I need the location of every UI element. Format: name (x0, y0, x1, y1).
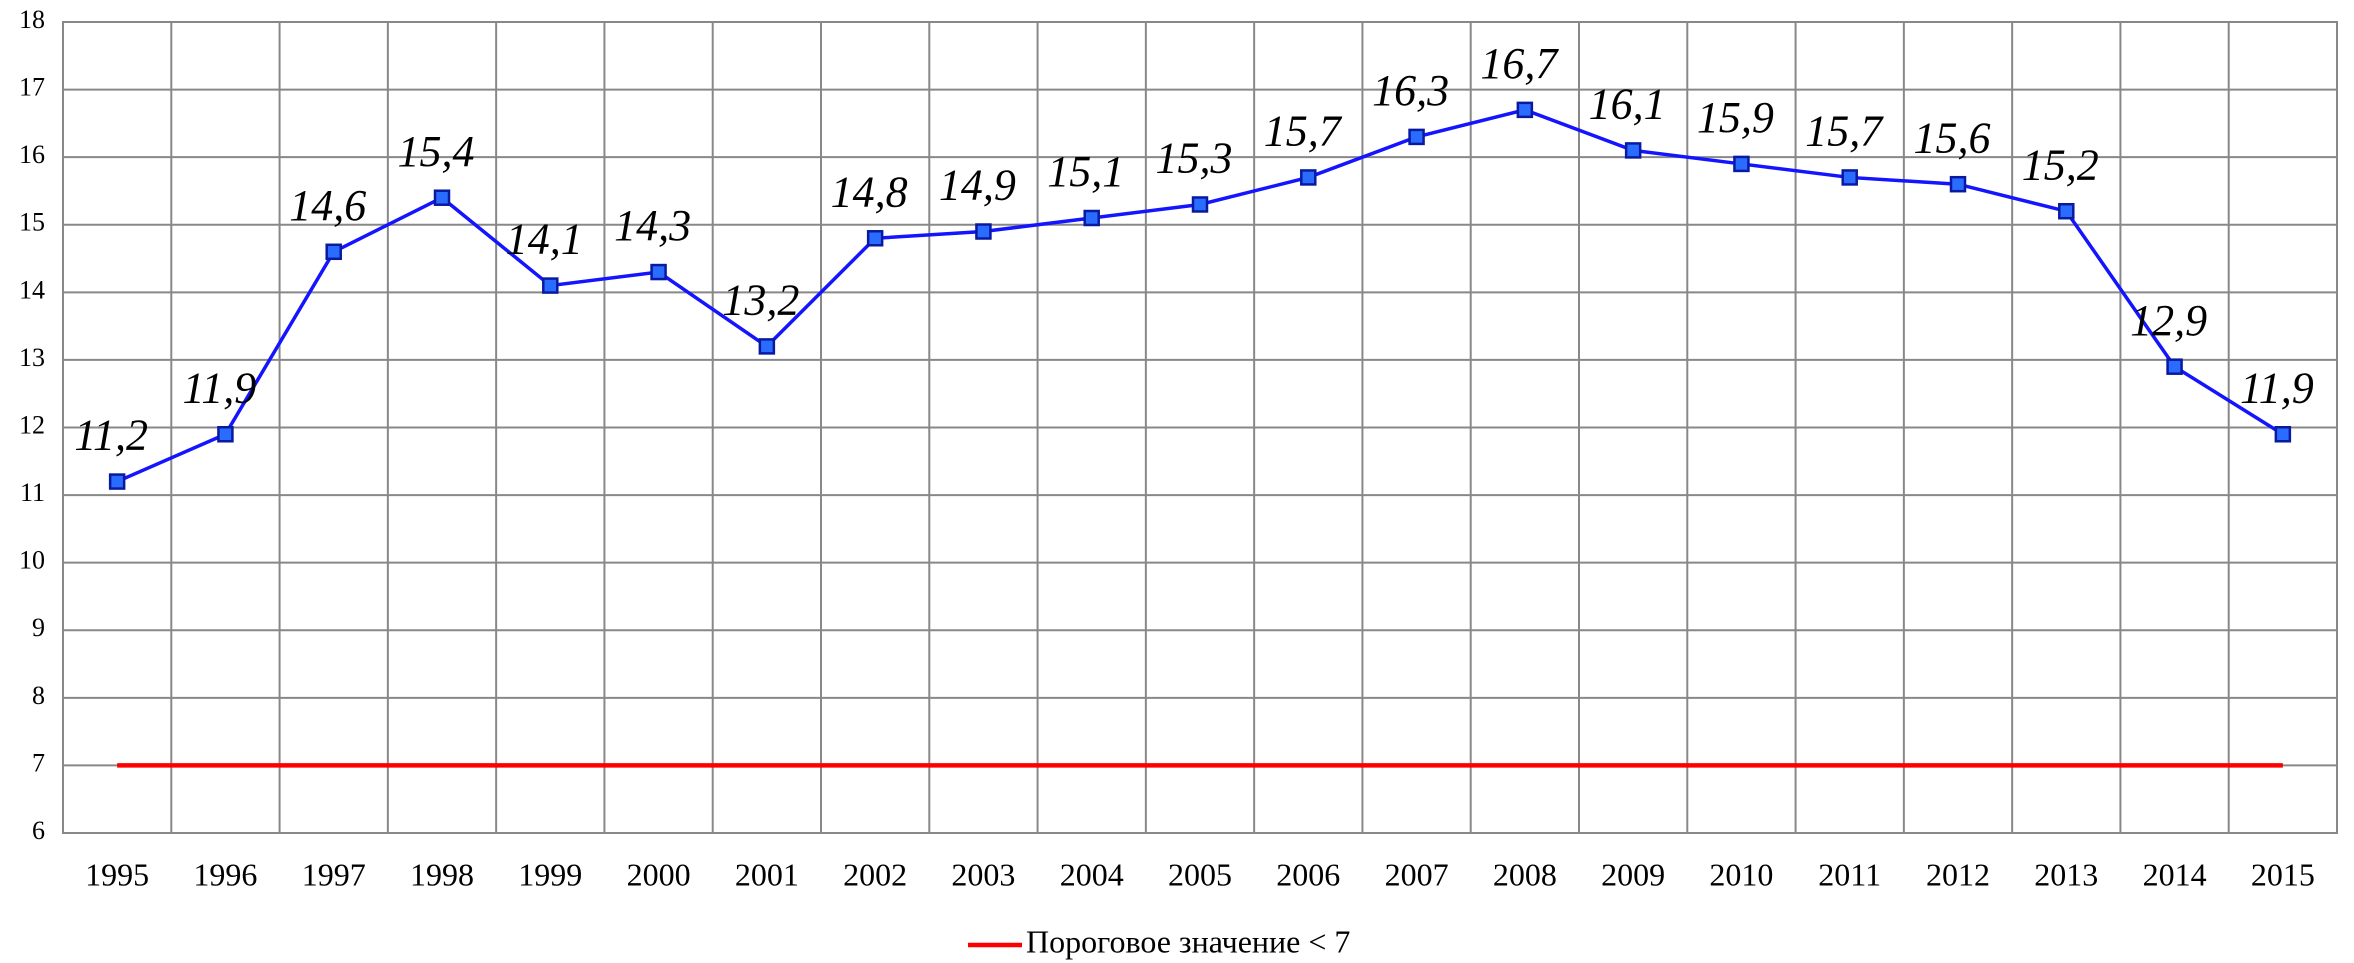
data-label: 14,8 (831, 167, 908, 216)
x-tick-label: 2013 (2034, 856, 2098, 892)
x-tick-label: 2005 (1168, 856, 1232, 892)
marker (2058, 202, 2075, 220)
x-tick-label: 1997 (302, 856, 366, 892)
marker (1949, 175, 1967, 193)
marker (866, 230, 884, 247)
data-label: 12,9 (2130, 296, 2207, 345)
y-tick-label: 14 (19, 275, 45, 304)
marker (2166, 358, 2183, 375)
x-tick-label: 2004 (1060, 856, 1124, 892)
data-label: 13,2 (722, 275, 799, 324)
data-label: 16,1 (1589, 80, 1666, 129)
marker (217, 426, 234, 443)
x-tick-label: 2002 (843, 856, 907, 892)
marker (975, 223, 992, 240)
y-tick-label: 11 (20, 478, 45, 507)
data-label: 15,6 (1914, 113, 1991, 162)
data-label: 15,9 (1697, 93, 1774, 142)
marker (2274, 426, 2292, 443)
data-label: 16,3 (1372, 66, 1449, 115)
marker (1408, 128, 1425, 146)
data-label: 15,3 (1156, 134, 1233, 183)
marker (1841, 169, 1858, 186)
marker (1300, 169, 1317, 186)
x-tick-label: 2007 (1385, 856, 1449, 892)
marker (758, 338, 776, 355)
x-tick-label: 2000 (627, 856, 691, 892)
x-tick-label: 1995 (85, 856, 149, 892)
y-tick-label: 6 (32, 816, 45, 845)
x-tick-label: 1999 (518, 856, 582, 892)
x-tick-label: 2006 (1276, 856, 1340, 892)
y-tick-label: 7 (32, 748, 45, 777)
x-tick-label: 2011 (1818, 856, 1881, 892)
marker (1191, 196, 1209, 213)
x-tick-label: 2008 (1493, 856, 1557, 892)
x-tick-label: 2014 (2143, 856, 2207, 892)
marker (325, 243, 342, 261)
data-label: 11,2 (74, 411, 148, 460)
marker (108, 473, 126, 490)
data-label: 15,1 (1047, 147, 1124, 196)
data-label: 16,7 (1480, 39, 1559, 88)
data-label: 15,7 (1264, 107, 1343, 156)
x-tick-label: 2001 (735, 856, 799, 892)
x-tick-label: 1996 (193, 856, 257, 892)
y-tick-label: 13 (19, 343, 45, 372)
marker (1624, 142, 1642, 159)
data-label: 14,6 (289, 181, 366, 230)
y-tick-label: 9 (32, 613, 45, 642)
data-label: 14,3 (614, 201, 691, 250)
marker (1516, 101, 1534, 119)
data-label: 11,9 (2240, 363, 2314, 412)
data-label: 11,9 (183, 363, 257, 412)
y-tick-label: 18 (19, 5, 45, 34)
x-tick-label: 2012 (1926, 856, 1990, 892)
x-tick-label: 2009 (1601, 856, 1665, 892)
data-label: 15,2 (2022, 140, 2099, 189)
y-tick-label: 16 (19, 140, 45, 169)
marker (650, 263, 667, 281)
data-label: 14,9 (939, 161, 1016, 210)
x-tick-label: 1998 (410, 856, 474, 892)
y-tick-label: 15 (19, 208, 45, 237)
y-tick-label: 12 (19, 410, 45, 439)
marker (1733, 155, 1750, 173)
y-tick-label: 10 (19, 546, 45, 575)
data-label: 15,4 (398, 127, 475, 176)
legend-label: Пороговое значение < 7 (1026, 923, 1350, 959)
x-tick-label: 2010 (1709, 856, 1773, 892)
marker (433, 189, 451, 206)
y-tick-label: 17 (19, 73, 45, 102)
x-tick-label: 2003 (951, 856, 1015, 892)
marker (542, 277, 559, 294)
marker (1083, 209, 1100, 227)
data-label: 14,1 (506, 215, 583, 264)
x-tick-label: 2015 (2251, 856, 2315, 892)
y-tick-label: 8 (32, 681, 45, 710)
data-label: 15,7 (1805, 107, 1884, 156)
